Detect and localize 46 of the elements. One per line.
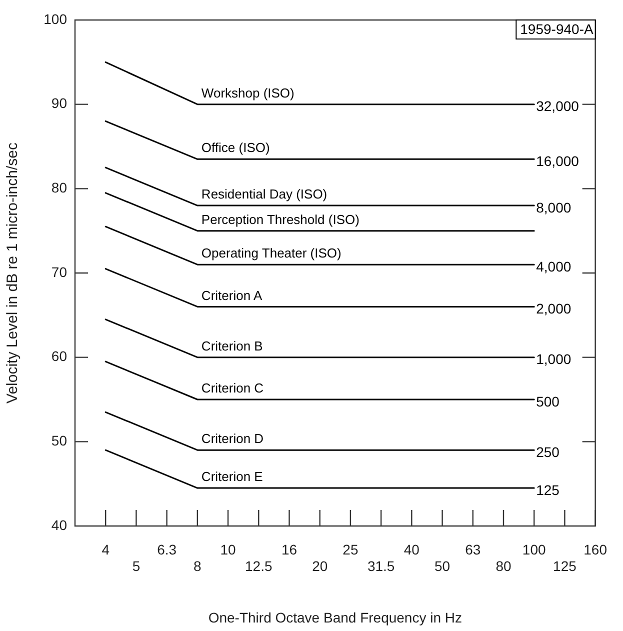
x-tick-label: 16 bbox=[281, 541, 298, 558]
x-tick-label: 160 bbox=[584, 541, 608, 558]
x-tick-label: 20 bbox=[312, 558, 328, 574]
x-tick-label: 4 bbox=[102, 541, 110, 558]
series-label: Residential Day (ISO) bbox=[201, 186, 328, 202]
x-axis-title: One-Third Octave Band Frequency in Hz bbox=[208, 609, 462, 626]
annotation: 8,000 bbox=[536, 199, 572, 216]
x-tick-label: 12.5 bbox=[245, 558, 272, 574]
series-label: Criterion C bbox=[201, 380, 264, 396]
series-label: Perception Threshold (ISO) bbox=[201, 212, 360, 227]
x-tick-label: 5 bbox=[132, 558, 140, 574]
annotation: 4,000 bbox=[536, 258, 572, 274]
x-tick-label: 10 bbox=[220, 541, 236, 558]
x-tick-label: 125 bbox=[553, 558, 577, 574]
y-tick-label: 80 bbox=[51, 180, 68, 196]
y-tick-label: 70 bbox=[51, 264, 68, 280]
series-label: Criterion E bbox=[201, 469, 264, 484]
annotation: 125 bbox=[536, 482, 560, 498]
x-tick-label: 31.5 bbox=[367, 558, 395, 574]
x-tick-label: 80 bbox=[496, 558, 512, 574]
x-tick-label: 63 bbox=[465, 541, 481, 558]
annotation: 1959-940-A bbox=[520, 20, 594, 37]
series-label: Office (ISO) bbox=[201, 140, 270, 156]
y-axis-title: Velocity Level in dB re 1 micro-inch/sec bbox=[4, 142, 22, 404]
annotation: 2,000 bbox=[536, 300, 572, 317]
x-tick-label: 25 bbox=[342, 541, 358, 558]
annotation: 16,000 bbox=[536, 153, 580, 170]
series-label: Criterion D bbox=[201, 431, 264, 446]
x-tick-label: 50 bbox=[434, 558, 450, 574]
y-tick-label: 100 bbox=[44, 10, 68, 27]
series-label: Workshop (ISO) bbox=[201, 85, 294, 100]
x-tick-label: 6.3 bbox=[157, 541, 177, 558]
annotation: 500 bbox=[536, 393, 560, 410]
x-tick-label: 8 bbox=[194, 558, 202, 574]
annotation: 32,000 bbox=[536, 98, 580, 114]
annotation: 250 bbox=[536, 444, 560, 460]
series-label: Criterion A bbox=[201, 288, 262, 303]
x-tick-label: 100 bbox=[522, 541, 546, 558]
series-label: Criterion B bbox=[201, 338, 263, 354]
y-tick-label: 60 bbox=[51, 348, 68, 364]
y-tick-label: 40 bbox=[51, 516, 68, 533]
x-tick-label: 40 bbox=[404, 541, 420, 558]
annotation: 1,000 bbox=[536, 351, 572, 368]
y-tick-label: 90 bbox=[51, 95, 68, 112]
series-label: Operating Theater (ISO) bbox=[201, 246, 342, 261]
y-tick-label: 50 bbox=[51, 432, 68, 449]
